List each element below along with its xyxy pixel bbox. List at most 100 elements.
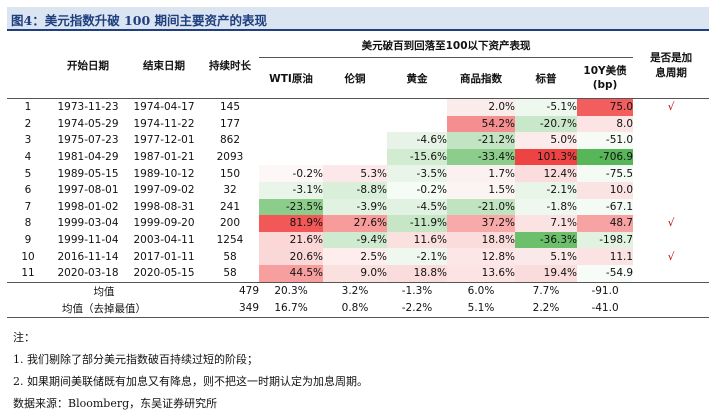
value-cell: 101.3%	[515, 148, 577, 166]
summary-flag	[633, 281, 710, 300]
value-cell	[323, 99, 387, 116]
header-copper: 伦铜	[323, 57, 387, 99]
end-date-cell: 1997-09-02	[133, 184, 195, 197]
value-cell: -1.8%	[515, 198, 577, 216]
table-row: 1 1973-11-23 1974-04-17 145 2.0% -5.1% 75.0 √	[7, 98, 709, 116]
value-cell: 5.3%	[323, 165, 387, 182]
value-cell: 19.4%	[515, 264, 577, 283]
end-date-cell: 1974-04-17	[133, 101, 195, 114]
rate-hike-check	[633, 132, 709, 149]
value-cell: -4.5%	[387, 198, 447, 216]
value-cell: -3.9%	[323, 198, 387, 216]
value-cell: -75.5	[577, 165, 634, 182]
row-index: 9	[24, 234, 32, 247]
value-cell: 11.6%	[387, 231, 447, 249]
row-index: 8	[24, 217, 32, 230]
value-cell: -11.9%	[387, 215, 447, 232]
value-cell: 48.7	[577, 215, 634, 232]
summary-value: -1.3%	[387, 281, 447, 300]
value-cell: -36.3%	[515, 231, 577, 249]
table-row: 6 1997-08-01 1997-09-02 32 -3.1% -8.8% -0.2% 1.…	[7, 181, 709, 199]
duration-cell: 862	[219, 134, 241, 147]
value-cell: 27.6%	[323, 215, 387, 232]
note-1: 1. 我们剔除了部分美元指数破百持续过短的阶段；	[13, 353, 258, 366]
summary-label: 均值（去掉最值）	[7, 299, 201, 318]
start-date-cell: 1998-01-02	[57, 200, 119, 213]
header-wti: WTI原油	[259, 57, 323, 99]
table-body: 1 1973-11-23 1974-04-17 145 2.0% -5.1% 75.0 √ 2 1…	[7, 98, 709, 283]
row-index: 1	[24, 101, 32, 114]
value-cell: -23.5%	[259, 198, 323, 216]
summary-row-mean: 均值 479 20.3% 3.2% -1.3% 6.0% 7.7% -91.0	[7, 281, 710, 300]
value-cell: -3.1%	[259, 181, 323, 199]
duration-cell: 150	[219, 167, 241, 180]
value-cell: 7.1%	[515, 215, 577, 232]
start-date-cell: 1997-08-01	[57, 184, 119, 197]
start-date-cell: 1999-11-04	[57, 234, 119, 247]
value-cell: -51.0	[577, 132, 634, 149]
value-cell: 9.0%	[323, 264, 387, 283]
value-cell: -21.2%	[447, 132, 515, 149]
value-cell: -8.8%	[323, 181, 387, 199]
header-rate-hike-cycle-text: 是否是加 息周期	[650, 51, 693, 79]
value-cell: -33.4%	[447, 148, 515, 166]
table-row: 7 1998-01-02 1998-08-31 241 -23.5% -3.9% -4.5%…	[7, 198, 709, 216]
row-index: 10	[21, 250, 35, 263]
summary-flag	[633, 299, 710, 318]
value-cell: 54.2%	[447, 115, 515, 133]
figure-notes: 注： 1. 我们剔除了部分美元指数破百持续过短的阶段； 2. 如果期间美联储既有…	[13, 327, 368, 415]
table-row: 8 1999-03-04 1999-09-20 200 81.9% 27.6% -11.9%…	[7, 215, 709, 232]
end-date-cell: 1987-01-21	[133, 151, 195, 164]
row-index: 6	[24, 184, 32, 197]
rate-hike-check	[633, 232, 709, 249]
value-cell: 1.7%	[447, 165, 515, 182]
header-duration: 持续时长	[201, 33, 259, 99]
value-cell: -20.7%	[515, 115, 577, 133]
header-asset-row: WTI原油 伦铜 黄金 商品指数 标普 10Y美债 (bp)	[7, 57, 709, 99]
value-cell: 44.5%	[259, 264, 323, 283]
value-cell: 18.8%	[447, 231, 515, 249]
rate-hike-check	[633, 165, 709, 182]
header-group-row: 开始日期 结束日期 持续时长 美元破百到回落至100以下资产表现 是否是加 息周…	[7, 33, 710, 99]
summary-days: 479	[201, 281, 259, 300]
header-10y-treasury: 10Y美债 (bp)	[577, 57, 634, 99]
value-cell: 11.1	[577, 248, 634, 265]
row-index: 3	[24, 134, 32, 147]
rate-hike-check	[633, 116, 709, 133]
rate-hike-check: √	[667, 101, 675, 114]
duration-cell: 145	[219, 101, 241, 114]
summary-value: 0.8%	[323, 299, 387, 318]
header-commodity-index: 商品指数	[447, 57, 515, 99]
table-row: 4 1981-04-29 1987-01-21 2093 -15.6% -33.4% 101…	[7, 148, 709, 166]
rate-hike-check: √	[667, 217, 675, 230]
value-cell: -2.1%	[515, 181, 577, 199]
value-cell: -706.9	[577, 148, 634, 166]
value-cell	[259, 99, 323, 116]
table-row: 2 1974-05-29 1974-11-22 177 54.2% -20.7% 8.0	[7, 115, 709, 133]
rate-hike-check	[633, 182, 709, 199]
end-date-cell: 2017-01-11	[133, 250, 195, 263]
header-gold: 黄金	[387, 57, 447, 99]
end-date-cell: 2020-05-15	[133, 267, 195, 280]
summary-value: 3.2%	[323, 281, 387, 300]
figure-title: 图4：美元指数升破 100 期间主要资产的表现	[11, 13, 267, 28]
header-index	[7, 33, 49, 99]
rate-hike-check	[633, 265, 709, 282]
rate-hike-check: √	[667, 250, 675, 263]
header-rate-hike-cycle: 是否是加 息周期	[633, 33, 710, 99]
end-date-cell: 1999-09-20	[133, 217, 195, 230]
value-cell: -21.0%	[447, 198, 515, 216]
value-cell: -5.1%	[515, 98, 577, 116]
value-cell: 75.0	[577, 98, 634, 116]
start-date-cell: 2020-03-18	[57, 267, 119, 280]
row-index: 7	[24, 200, 32, 213]
summary-value: 2.2%	[515, 299, 577, 318]
table-row: 3 1975-07-23 1977-12-01 862 -4.6% -21.2% 5.0% -…	[7, 132, 709, 149]
start-date-cell: 1989-05-15	[57, 167, 119, 180]
value-cell: 2.5%	[323, 248, 387, 265]
start-date-cell: 1981-04-29	[57, 151, 119, 164]
value-cell: 12.8%	[447, 248, 515, 265]
value-cell	[323, 149, 387, 166]
value-cell: -3.5%	[387, 165, 447, 182]
duration-cell: 1254	[216, 234, 244, 247]
